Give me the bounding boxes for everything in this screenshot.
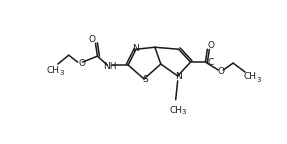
- Text: CH: CH: [169, 106, 182, 115]
- Text: 3: 3: [60, 70, 64, 76]
- Text: CH: CH: [46, 66, 59, 74]
- Text: O: O: [78, 59, 85, 68]
- Text: C: C: [207, 58, 214, 67]
- Text: 3: 3: [182, 109, 186, 115]
- Text: N: N: [175, 72, 182, 82]
- Text: N: N: [132, 44, 138, 53]
- Text: CH: CH: [243, 72, 257, 82]
- Text: O: O: [208, 41, 215, 50]
- Text: 3: 3: [257, 77, 261, 83]
- Text: S: S: [142, 75, 148, 84]
- Text: O: O: [218, 67, 225, 75]
- Text: NH: NH: [104, 61, 117, 71]
- Text: O: O: [89, 35, 96, 44]
